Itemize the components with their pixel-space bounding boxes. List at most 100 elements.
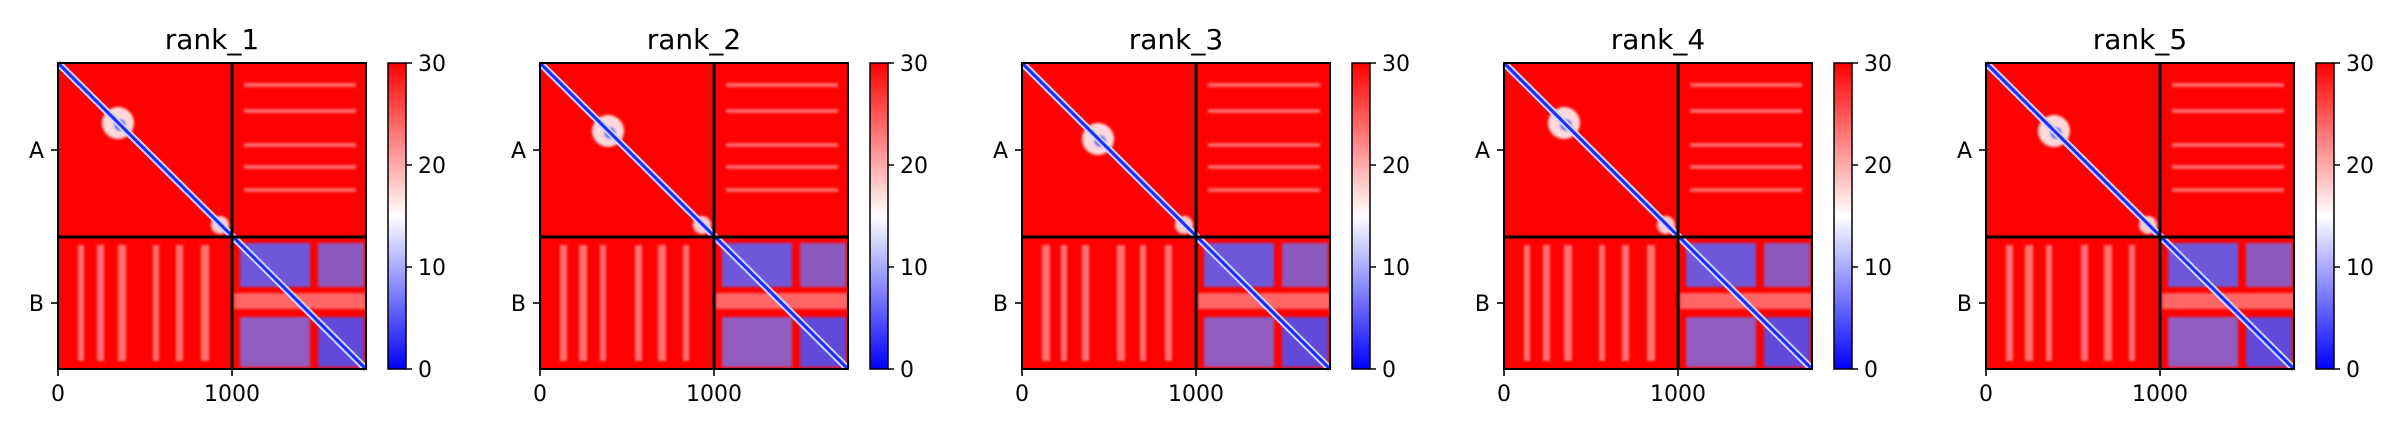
panel-title: rank_5 bbox=[2093, 23, 2187, 56]
ab-stripe bbox=[2046, 245, 2052, 361]
diagonal bbox=[1984, 61, 2296, 371]
heatmap-panel-5: rank_5 A B 0 1000 0 10 20 30 bbox=[1957, 23, 2374, 407]
colorbar-tick-label: 20 bbox=[1864, 154, 1892, 179]
heatmap-texture bbox=[2006, 83, 2294, 367]
ab-stripe bbox=[1117, 245, 1125, 361]
axes-frame bbox=[1985, 62, 2295, 370]
y-tick-label: A bbox=[511, 139, 526, 164]
b-domain-3 bbox=[240, 317, 310, 367]
ba-stripe bbox=[2172, 109, 2284, 113]
x-tick-label: 1000 bbox=[2132, 382, 2188, 407]
ab-stripe bbox=[1082, 245, 1089, 361]
colorbar bbox=[388, 63, 406, 369]
colorbar-tick-label: 20 bbox=[1382, 154, 1410, 179]
diagonal bbox=[1020, 61, 1332, 371]
b-domain-2 bbox=[1764, 243, 1810, 287]
colorbar-tick-label: 0 bbox=[900, 358, 914, 383]
ba-stripe bbox=[2172, 165, 2284, 169]
x-tick-label: 0 bbox=[1979, 382, 1993, 407]
axes-frame bbox=[1021, 62, 1331, 370]
ab-stripe bbox=[176, 245, 183, 361]
colorbar-tick-label: 0 bbox=[418, 358, 432, 383]
ab-stripe bbox=[1061, 245, 1067, 361]
ba-stripe bbox=[1208, 143, 1320, 147]
y-tick-label: A bbox=[1957, 139, 1972, 164]
diagonal bbox=[1502, 61, 1814, 371]
ab-stripe bbox=[1165, 245, 1172, 361]
colorbar-frame bbox=[869, 62, 889, 370]
colorbar bbox=[870, 63, 888, 369]
x-tick-label: 1000 bbox=[204, 382, 260, 407]
colorbar-tick-label: 10 bbox=[418, 256, 446, 281]
y-tick-label: A bbox=[29, 139, 44, 164]
colorbar-tick-label: 0 bbox=[1382, 358, 1396, 383]
colorbar-tick-label: 10 bbox=[1382, 256, 1410, 281]
ab-stripe bbox=[1543, 245, 1550, 361]
ab-stripe bbox=[683, 245, 689, 361]
ab-stripe bbox=[2129, 245, 2135, 361]
ba-stripe bbox=[1690, 83, 1802, 87]
b-domain-2 bbox=[318, 243, 364, 287]
ab-stripe bbox=[560, 245, 567, 361]
ab-stripe bbox=[2025, 245, 2033, 361]
colorbar-frame bbox=[387, 62, 407, 370]
ab-stripe bbox=[2104, 245, 2112, 361]
y-tick-label: A bbox=[993, 139, 1008, 164]
y-tick-label: B bbox=[993, 292, 1008, 317]
colorbar-tick-label: 0 bbox=[1864, 358, 1878, 383]
ba-stripe bbox=[2172, 83, 2284, 87]
panel-title: rank_1 bbox=[165, 23, 259, 56]
colorbar bbox=[1834, 63, 1852, 369]
colorbar-tick-label: 20 bbox=[900, 154, 928, 179]
y-tick-label: B bbox=[1475, 292, 1490, 317]
colorbar-tick-label: 20 bbox=[418, 154, 446, 179]
colorbar-tick-label: 20 bbox=[2346, 154, 2374, 179]
axes-frame bbox=[539, 62, 849, 370]
ba-stripe bbox=[726, 165, 838, 169]
x-tick-label: 0 bbox=[1497, 382, 1511, 407]
ab-stripe bbox=[579, 245, 587, 361]
y-tick-label: B bbox=[511, 292, 526, 317]
x-tick-label: 0 bbox=[533, 382, 547, 407]
ab-stripe bbox=[2006, 245, 2013, 361]
colorbar-tick-label: 30 bbox=[2346, 52, 2374, 77]
y-tick-label: A bbox=[1475, 139, 1490, 164]
ab-stripe bbox=[1042, 245, 1050, 361]
ab-stripe bbox=[600, 245, 606, 361]
b-domain-3 bbox=[2168, 317, 2238, 367]
panel-title: rank_3 bbox=[1129, 23, 1223, 56]
heatmap-texture bbox=[560, 83, 848, 367]
ba-stripe bbox=[726, 188, 838, 192]
ba-stripe bbox=[244, 109, 356, 113]
ba-stripe bbox=[1208, 188, 1320, 192]
b-domain-2 bbox=[800, 243, 846, 287]
ba-stripe bbox=[2172, 188, 2284, 192]
y-tick-label: B bbox=[29, 292, 44, 317]
ba-stripe bbox=[2172, 143, 2284, 147]
heatmap-texture bbox=[1042, 83, 1330, 367]
colorbar-tick-label: 30 bbox=[418, 52, 446, 77]
colorbar-tick-label: 30 bbox=[900, 52, 928, 77]
ba-stripe bbox=[244, 143, 356, 147]
diagonal bbox=[538, 61, 850, 371]
b-domain-2 bbox=[1282, 243, 1328, 287]
x-tick-label: 1000 bbox=[1650, 382, 1706, 407]
axes-frame bbox=[1503, 62, 1813, 370]
x-tick-label: 0 bbox=[51, 382, 65, 407]
colorbar-frame bbox=[1351, 62, 1371, 370]
heatmap-texture bbox=[78, 83, 366, 367]
y-tick-label: B bbox=[1957, 292, 1972, 317]
ba-stripe bbox=[1690, 188, 1802, 192]
ba-stripe bbox=[1690, 109, 1802, 113]
b-domain-3 bbox=[1686, 317, 1756, 367]
ba-stripe bbox=[1690, 165, 1802, 169]
ba-stripe bbox=[1208, 165, 1320, 169]
ab-stripe bbox=[2081, 245, 2088, 361]
x-tick-label: 0 bbox=[1015, 382, 1029, 407]
ab-stripe bbox=[97, 245, 104, 361]
heatmap-panel-1: rank_1 A B 0 1000 0 10 20 30 bbox=[29, 23, 446, 407]
ba-stripe bbox=[244, 165, 356, 169]
ba-stripe bbox=[1208, 109, 1320, 113]
b-domain-3 bbox=[1204, 317, 1274, 367]
